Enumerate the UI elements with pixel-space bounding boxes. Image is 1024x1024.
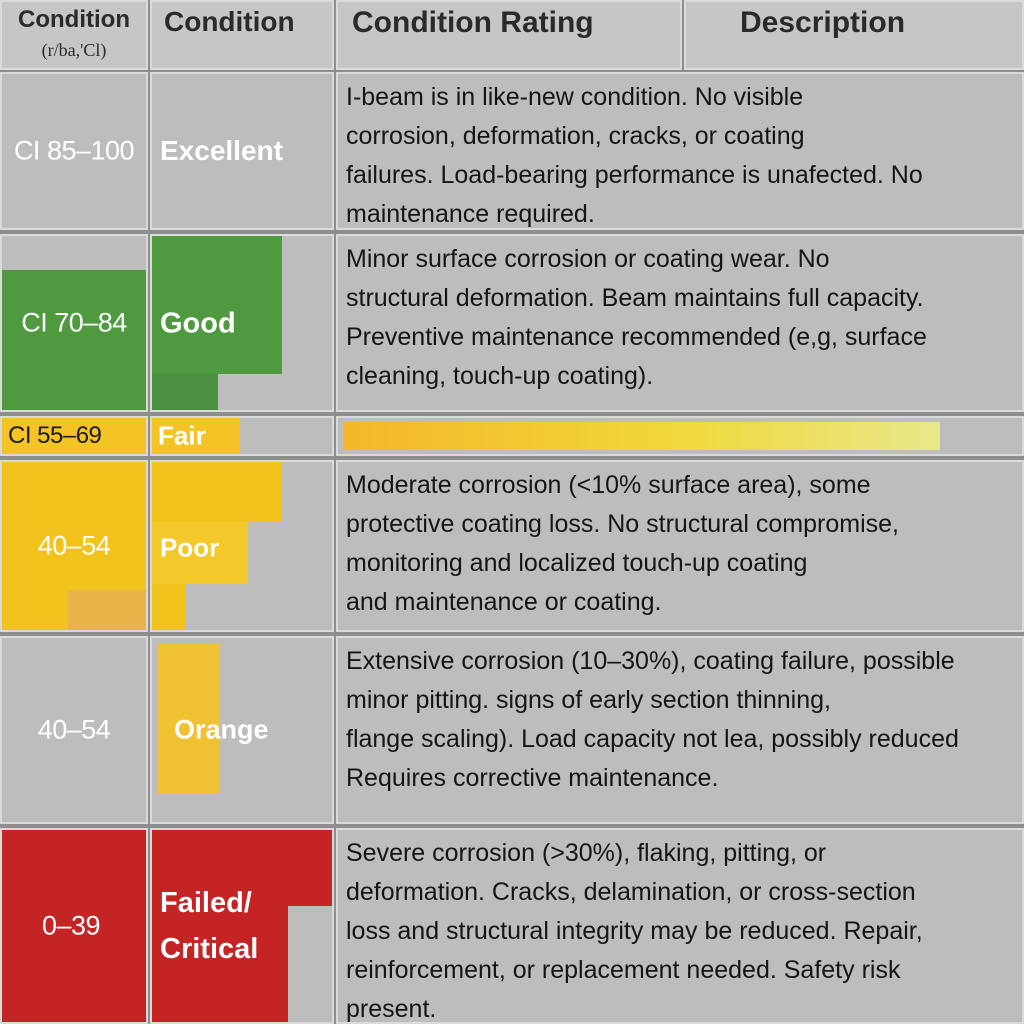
- row-excellent-rating-cell: Excellent: [150, 72, 334, 230]
- condition-color-swatch: [152, 236, 282, 374]
- fair-gradient-bar: [344, 422, 940, 450]
- header-index-label: Condition: [18, 6, 130, 33]
- row-good-index-cell: CI 70–84: [0, 234, 148, 412]
- header-index: Condition (r/ba,'Cl): [0, 0, 148, 70]
- row-critical-description-cell: Severe corrosion (>30%), flaking, pittin…: [336, 828, 1024, 1024]
- header-description: Description: [684, 0, 1024, 70]
- condition-color-swatch: [152, 418, 240, 454]
- row-fair-description-cell: [336, 416, 1024, 456]
- index-value: CI 55–69: [8, 422, 102, 449]
- index-value: 40–54: [37, 530, 111, 561]
- rating-label: Good: [160, 307, 236, 340]
- description-text: I-beam is in like-new condition. No visi…: [346, 83, 923, 228]
- description-text: Moderate corrosion (<10% surface area), …: [346, 471, 899, 616]
- row-orange-description-cell: Extensive corrosion (10–30%), coating fa…: [336, 636, 1024, 824]
- header-condition-label: Condition: [164, 6, 295, 37]
- row-excellent-description-cell: I-beam is in like-new condition. No visi…: [336, 72, 1024, 230]
- index-value: 0–39: [42, 910, 101, 941]
- row-orange-index-cell: 40–54: [0, 636, 148, 824]
- description-text: Extensive corrosion (10–30%), coating fa…: [346, 647, 959, 792]
- condition-color-swatch: [152, 374, 218, 410]
- header-description-label: Description: [740, 6, 906, 39]
- row-orange-rating-cell: Orange: [150, 636, 334, 824]
- condition-color-swatch: [68, 590, 146, 630]
- row-good-description-cell: Minor surface corrosion or coating wear.…: [336, 234, 1024, 412]
- header-rating-label: Condition Rating: [352, 6, 594, 39]
- rating-label: Failed/ Critical: [160, 887, 259, 965]
- description-text: Severe corrosion (>30%), flaking, pittin…: [346, 839, 923, 1023]
- row-poor-description-cell: Moderate corrosion (<10% surface area), …: [336, 460, 1024, 632]
- header-condition: Condition: [150, 0, 334, 70]
- row-excellent-index-cell: CI 85–100: [0, 72, 148, 230]
- row-poor-rating-cell: Poor: [150, 460, 334, 632]
- condition-color-swatch: [152, 906, 288, 1022]
- index-value: CI 70–84: [21, 307, 127, 338]
- row-fair-rating-cell: Fair: [150, 416, 334, 456]
- header-index-sublabel: (r/ba,'Cl): [41, 40, 107, 60]
- condition-color-swatch: [152, 522, 248, 584]
- row-fair-index-cell: CI 55–69: [0, 416, 148, 456]
- condition-color-swatch: [152, 462, 282, 522]
- rating-label: Excellent: [160, 135, 283, 166]
- row-good-rating-cell: Good: [150, 234, 334, 412]
- condition-color-swatch: [152, 584, 186, 630]
- row-critical-rating-cell: Failed/ Critical: [150, 828, 334, 1024]
- description-text: Minor surface corrosion or coating wear.…: [346, 245, 927, 390]
- condition-color-swatch: [152, 830, 332, 906]
- index-value: 40–54: [37, 714, 111, 745]
- row-critical-index-cell: 0–39: [0, 828, 148, 1024]
- condition-color-swatch: [2, 270, 146, 410]
- index-value: CI 85–100: [13, 135, 135, 166]
- rating-label: Orange: [174, 714, 269, 745]
- rating-label: Fair: [158, 420, 206, 451]
- rating-label: Poor: [160, 532, 220, 563]
- header-rating: Condition Rating: [336, 0, 682, 70]
- condition-color-swatch: [158, 644, 220, 794]
- row-poor-index-cell: 40–54: [0, 460, 148, 632]
